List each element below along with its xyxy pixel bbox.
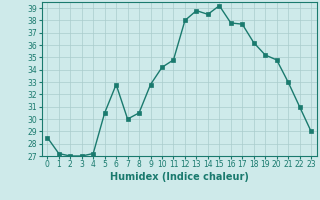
X-axis label: Humidex (Indice chaleur): Humidex (Indice chaleur) xyxy=(110,172,249,182)
